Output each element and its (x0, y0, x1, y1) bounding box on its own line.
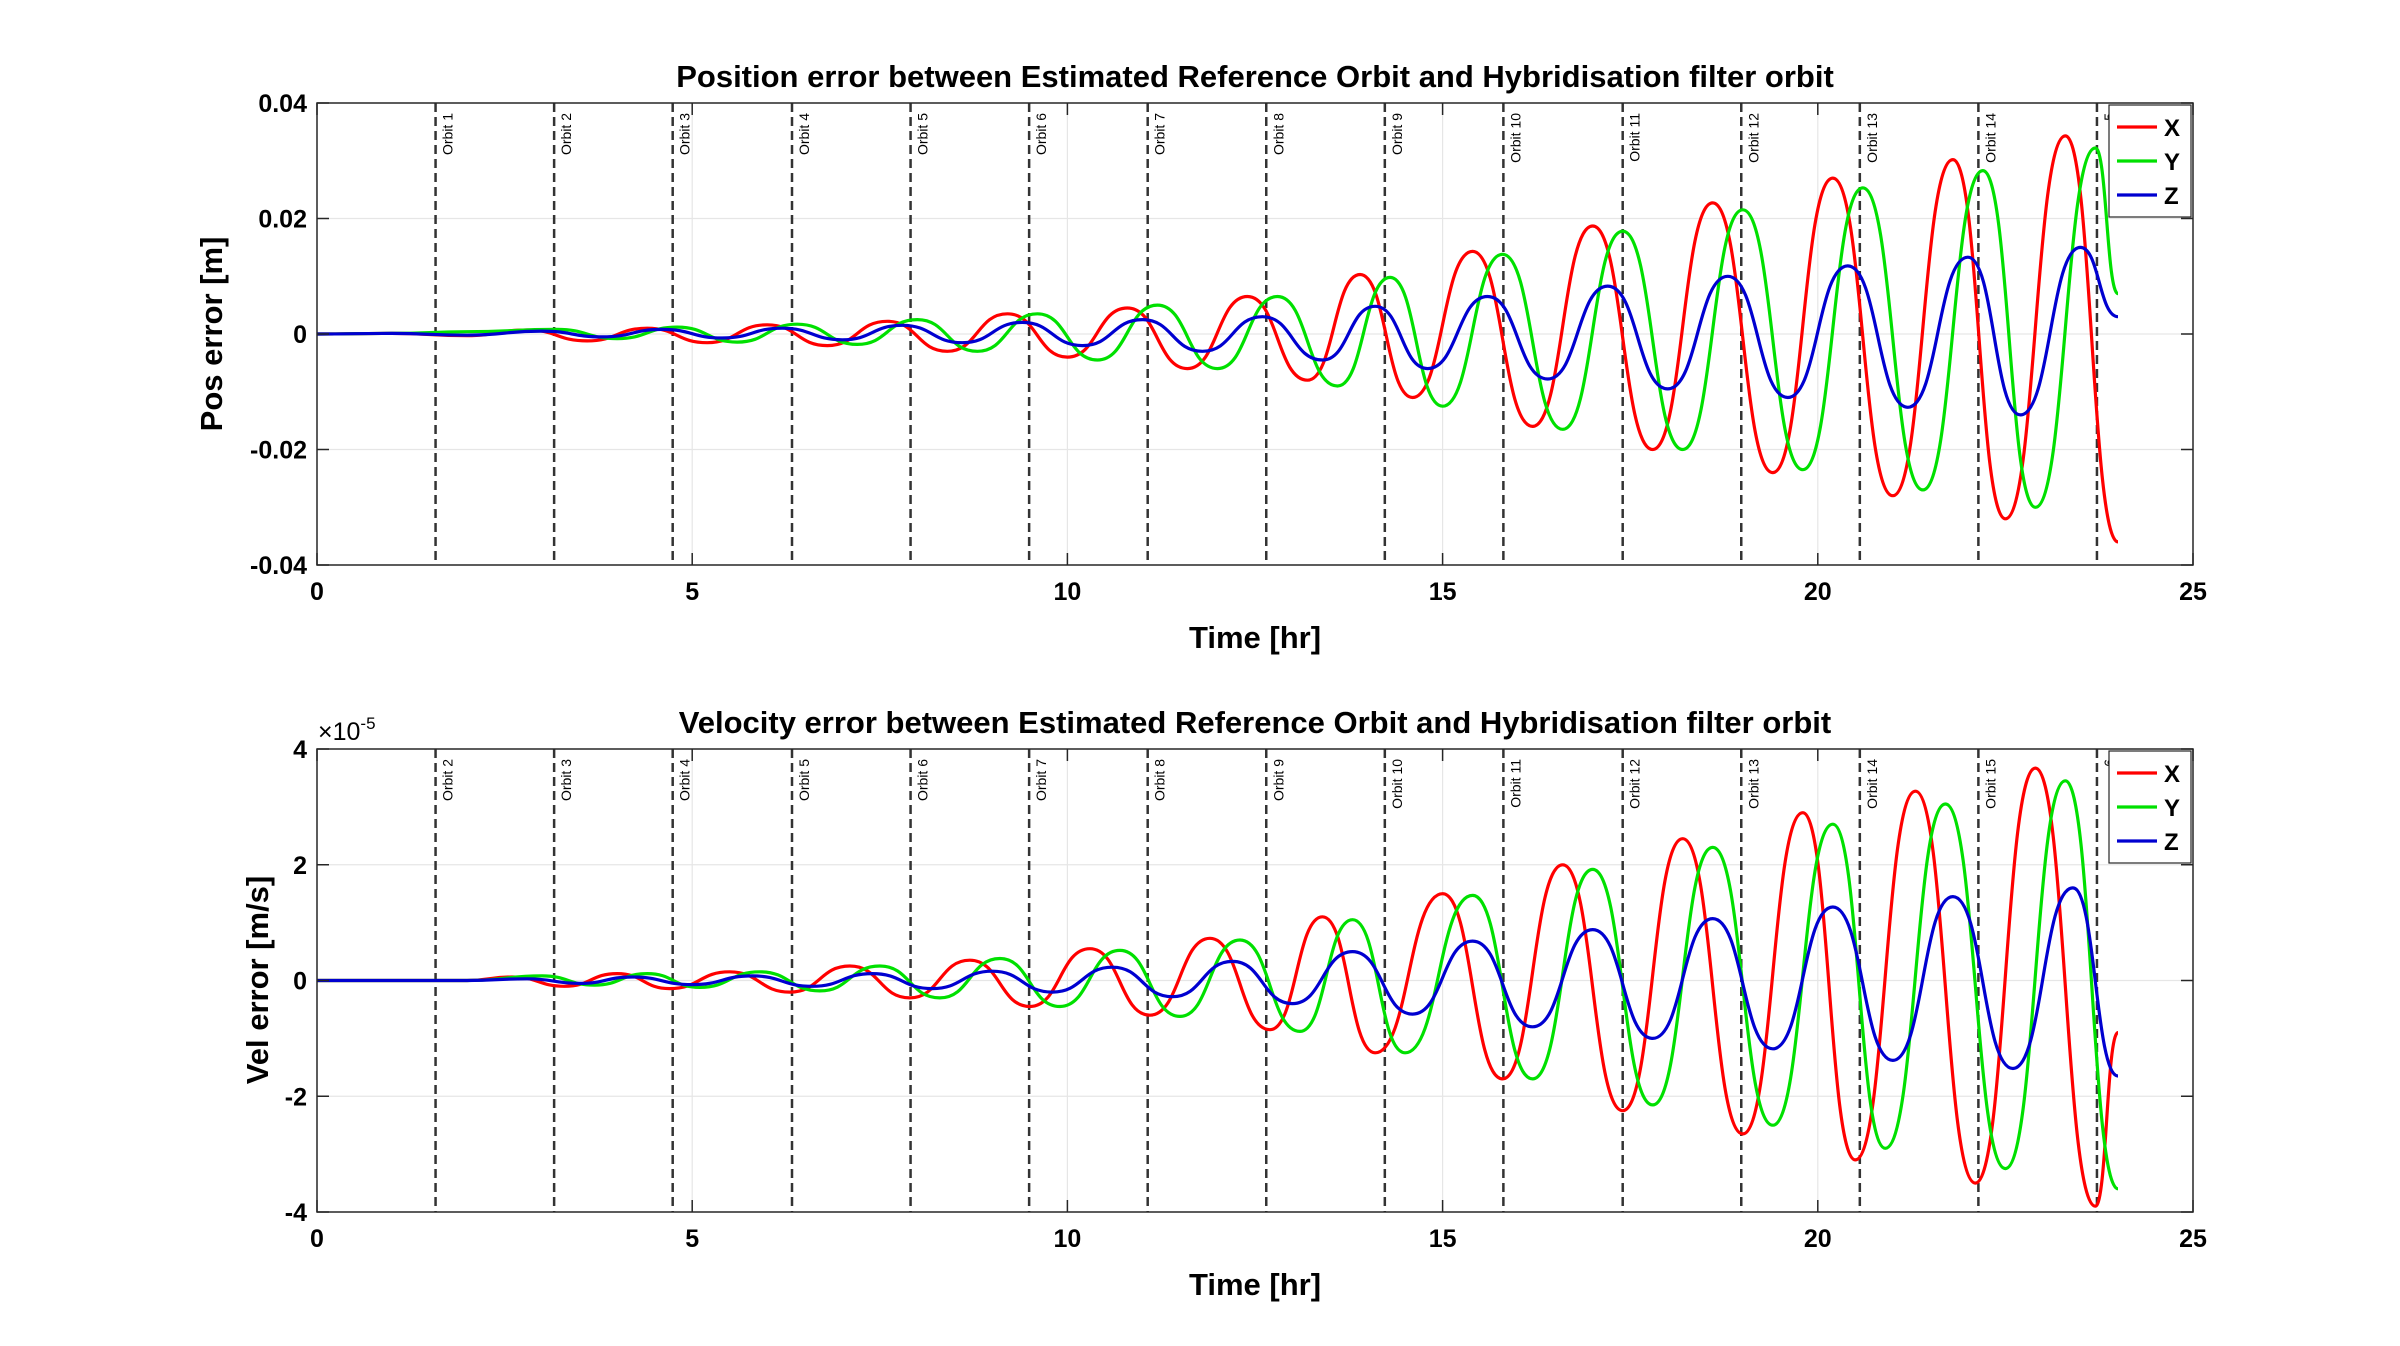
orbit-marker-label: Orbit 9 (1389, 113, 1405, 155)
orbit-marker-label: Orbit 6 (1033, 113, 1049, 155)
orbit-marker-label: Orbit 13 (1745, 759, 1761, 809)
orbit-marker-label: Orbit 11 (1627, 113, 1643, 162)
series-lines (316, 134, 2120, 544)
y-tick-label: 0 (293, 968, 307, 996)
series-line-x (317, 766, 2120, 1208)
legend-label: Z (2164, 183, 2179, 210)
orbit-marker-label: Orbit 8 (1152, 759, 1168, 801)
x-tick-label: 10 (1053, 578, 1081, 606)
orbit-marker-label: Orbit 12 (1627, 759, 1643, 809)
y-tick-label: 0 (293, 321, 307, 349)
legend-label: X (2164, 115, 2180, 142)
multiplier-exponent: -5 (360, 714, 375, 733)
y-axis-label: Vel error [m/s] (240, 876, 275, 1084)
chart-title: Position error between Estimated Referen… (676, 59, 1834, 94)
orbit-marker-label: Orbit 14 (1982, 113, 1998, 163)
orbit-marker-label: Orbit 14 (1864, 759, 1880, 809)
y-tick-label: -0.02 (250, 437, 307, 465)
y-tick-label: 0.04 (258, 90, 307, 118)
x-tick-label: 0 (310, 1225, 324, 1253)
series-line-x (316, 134, 2119, 544)
axis-ticks: 0 5 10 15 20 25 -4 -2 0 2 4 (285, 736, 2207, 1253)
legend-label: X (2164, 761, 2180, 788)
orbit-marker-label: Orbit 4 (796, 113, 812, 155)
y-axis-multiplier: ×10-5 (318, 714, 376, 746)
orbit-marker-label: Orbit 11 (1507, 759, 1523, 808)
series-line-y (317, 779, 2119, 1191)
x-tick-label: 0 (310, 578, 324, 606)
y-tick-label: 0.02 (258, 206, 307, 234)
orbit-marker-label: Orbit 10 (1507, 113, 1523, 163)
orbit-marker-label: Orbit 15 (1982, 759, 1998, 809)
orbit-marker-label: Orbit 2 (558, 113, 574, 155)
legend: XYZ (2108, 104, 2192, 218)
x-tick-label: 20 (1804, 578, 1832, 606)
x-tick-label: 5 (685, 1225, 699, 1253)
series-lines (317, 766, 2120, 1208)
series-line-z (317, 886, 2119, 1078)
orbit-marker-label: Orbit 7 (1033, 759, 1049, 801)
y-tick-label: 4 (293, 736, 307, 764)
orbit-marker-label: Orbit 12 (1745, 113, 1761, 163)
y-tick-label: 2 (293, 852, 307, 880)
orbit-marker-label: Orbit 1 (440, 113, 456, 155)
legend-label: Z (2164, 829, 2179, 856)
orbit-marker-label: Orbit 10 (1389, 759, 1405, 809)
x-tick-label: 25 (2179, 578, 2207, 606)
x-tick-label: 5 (685, 578, 699, 606)
x-axis-label: Time [hr] (1189, 1267, 1321, 1302)
x-tick-label: 10 (1053, 1225, 1081, 1253)
orbit-marker-label: Orbit 9 (1270, 759, 1286, 801)
legend-label: Y (2164, 795, 2180, 822)
orbit-marker-label: Orbit 2 (440, 759, 456, 801)
position-error-chart: Orbit 1 Orbit 2 Orbit 3 Orbit 4 Orbit 5 Orbit… (194, 59, 2207, 655)
orbit-markers: Orbit 1 Orbit 2 Orbit 3 Orbit 4 Orbit 5 Orbit… (434, 103, 2117, 565)
grid (317, 749, 2193, 1212)
orbit-marker-label: Orbit 5 (915, 113, 931, 155)
y-tick-label: -0.04 (250, 552, 307, 580)
x-tick-label: 15 (1429, 1225, 1457, 1253)
orbit-marker-label: Orbit 4 (677, 759, 693, 801)
x-tick-label: 15 (1429, 578, 1457, 606)
y-axis-label: Pos error [m] (194, 237, 229, 432)
multiplier-base: ×10 (318, 718, 360, 746)
velocity-error-chart: Orbit 2 Orbit 3 Orbit 4 Orbit 5 Orbit 6 Orbit… (240, 705, 2207, 1302)
orbit-marker-label: Orbit 5 (796, 759, 812, 801)
orbit-marker-label: Orbit 3 (677, 113, 693, 155)
axis-ticks: 0 5 10 15 20 25 -0.04 -0.02 0 0.02 0.04 (250, 90, 2207, 606)
series-line-z (316, 245, 2119, 417)
orbit-marker-label: Orbit 13 (1864, 113, 1880, 163)
orbit-marker-label: Orbit 6 (915, 759, 931, 801)
orbit-marker-label: Orbit 8 (1270, 113, 1286, 155)
x-tick-label: 25 (2179, 1225, 2207, 1253)
orbit-marker-label: Orbit 3 (558, 759, 574, 801)
orbit-marker-label: Orbit 7 (1152, 113, 1168, 155)
chart-title: Velocity error between Estimated Referen… (679, 705, 1831, 740)
x-axis-label: Time [hr] (1189, 620, 1321, 655)
series-line-y (316, 146, 2120, 509)
legend: XYZ (2108, 750, 2192, 864)
y-tick-label: -4 (285, 1199, 307, 1227)
x-tick-label: 20 (1804, 1225, 1832, 1253)
y-tick-label: -2 (285, 1083, 307, 1111)
legend-label: Y (2164, 149, 2180, 176)
